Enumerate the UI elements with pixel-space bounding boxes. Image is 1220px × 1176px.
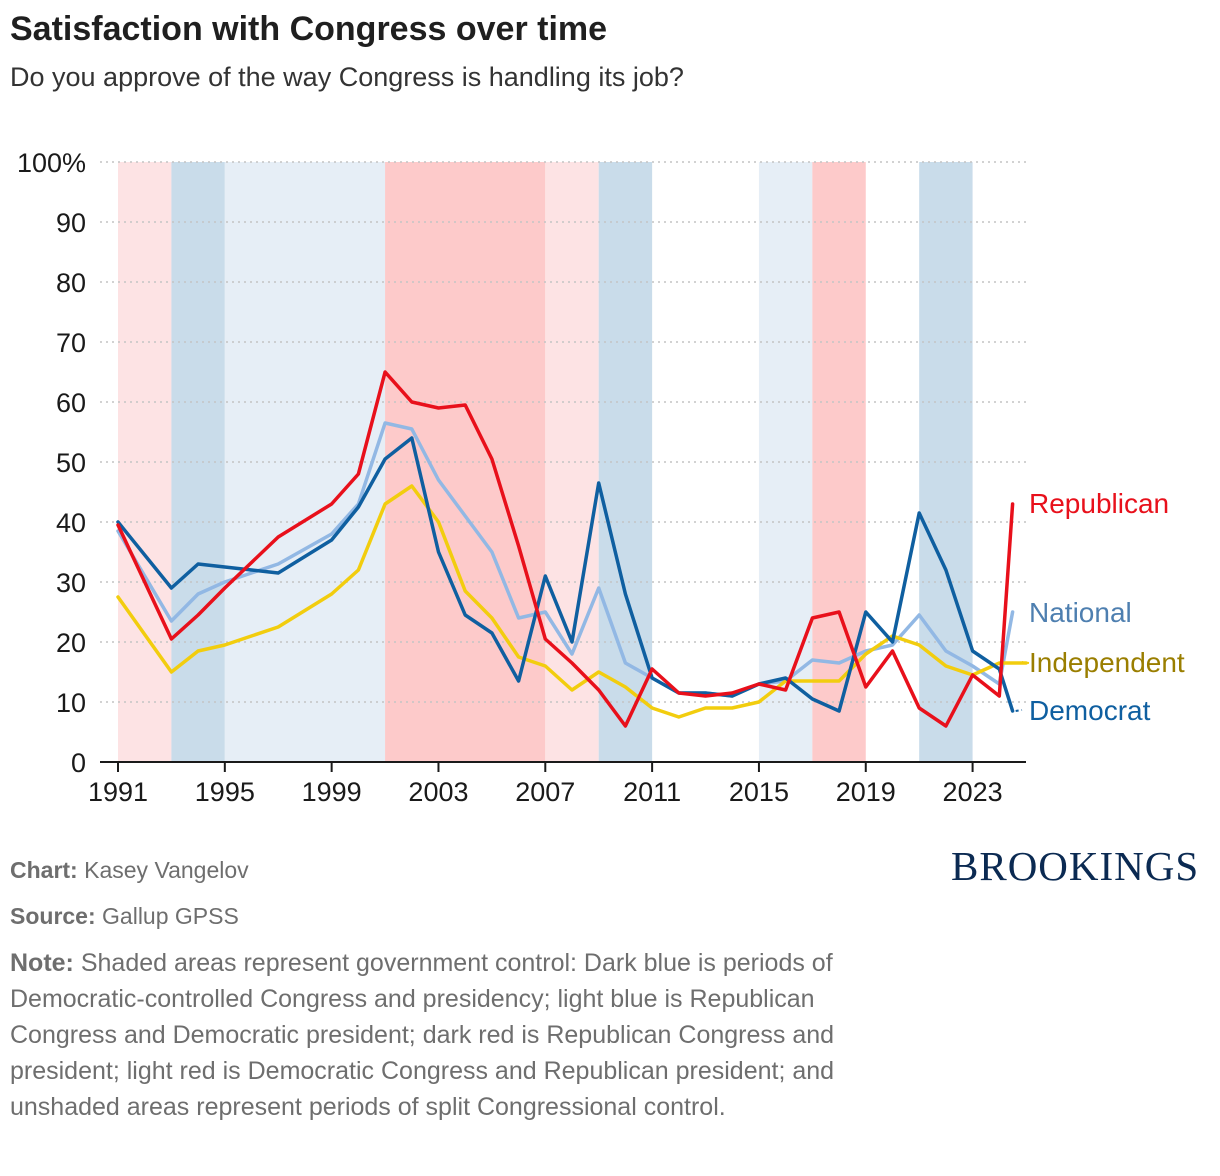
chart-credit: Chart: Kasey Vangelov — [10, 857, 249, 884]
x-tick-label: 1991 — [88, 777, 148, 807]
x-tick-label: 2011 — [623, 777, 681, 807]
chart-subtitle: Do you approve of the way Congress is ha… — [10, 62, 684, 92]
note-label: Note: — [10, 949, 74, 977]
source-credit: Source: Gallup GPSS — [10, 903, 239, 930]
y-tick-label: 20 — [56, 628, 86, 658]
chart-credit-value: Kasey Vangelov — [84, 857, 249, 883]
x-tick-label: 1999 — [302, 777, 362, 807]
y-tick-label: 40 — [56, 508, 86, 538]
shaded-period-dark-red — [385, 162, 546, 762]
shaded-period-light-red — [118, 162, 172, 762]
chart-credit-label: Chart: — [10, 857, 78, 883]
y-tick-label: 10 — [56, 688, 86, 718]
source-value: Gallup GPSS — [102, 903, 239, 929]
series-label-democrat: Democrat — [1029, 695, 1151, 726]
x-tick-label: 2019 — [836, 777, 896, 807]
x-tick-label: 2023 — [943, 777, 1003, 807]
x-tick-label: 2015 — [729, 777, 789, 807]
series-lines — [116, 370, 1028, 728]
series-line-national — [116, 421, 1015, 698]
axes: 0 10 20 30 40 50 60 70 80 90 100% 1991 1995 1999 2003 2… — [17, 148, 1026, 807]
source-label: Source: — [10, 903, 96, 929]
series-line-republican — [116, 370, 1015, 728]
y-tick-label: 80 — [56, 268, 86, 298]
series-line-democrat — [116, 436, 1015, 713]
y-tick-label: 50 — [56, 448, 86, 478]
y-tick-label: 30 — [56, 568, 86, 598]
series-leader-independent — [1021, 661, 1030, 664]
series-labels: National Independent Democrat Republican — [1015, 488, 1185, 726]
y-tick-label: 100% — [17, 148, 86, 178]
y-tick-label: 70 — [56, 328, 86, 358]
note-text: Shaded areas represent government contro… — [10, 949, 835, 1121]
series-label-national: National — [1029, 597, 1132, 628]
x-tick-label: 1995 — [195, 777, 255, 807]
brookings-logo: BROOKINGS — [951, 843, 1200, 889]
x-tick-label: 2003 — [408, 777, 468, 807]
y-tick-label: 90 — [56, 208, 86, 238]
series-leader-democrat — [1015, 709, 1023, 712]
chart-title: Satisfaction with Congress over time — [10, 10, 608, 48]
y-tick-label: 60 — [56, 388, 86, 418]
series-label-independent: Independent — [1029, 647, 1185, 678]
x-tick-label: 2007 — [515, 777, 575, 807]
y-tick-label: 0 — [71, 748, 86, 778]
chart-note: Note: Shaded areas represent government … — [10, 945, 900, 1125]
series-label-republican: Republican — [1029, 488, 1169, 519]
